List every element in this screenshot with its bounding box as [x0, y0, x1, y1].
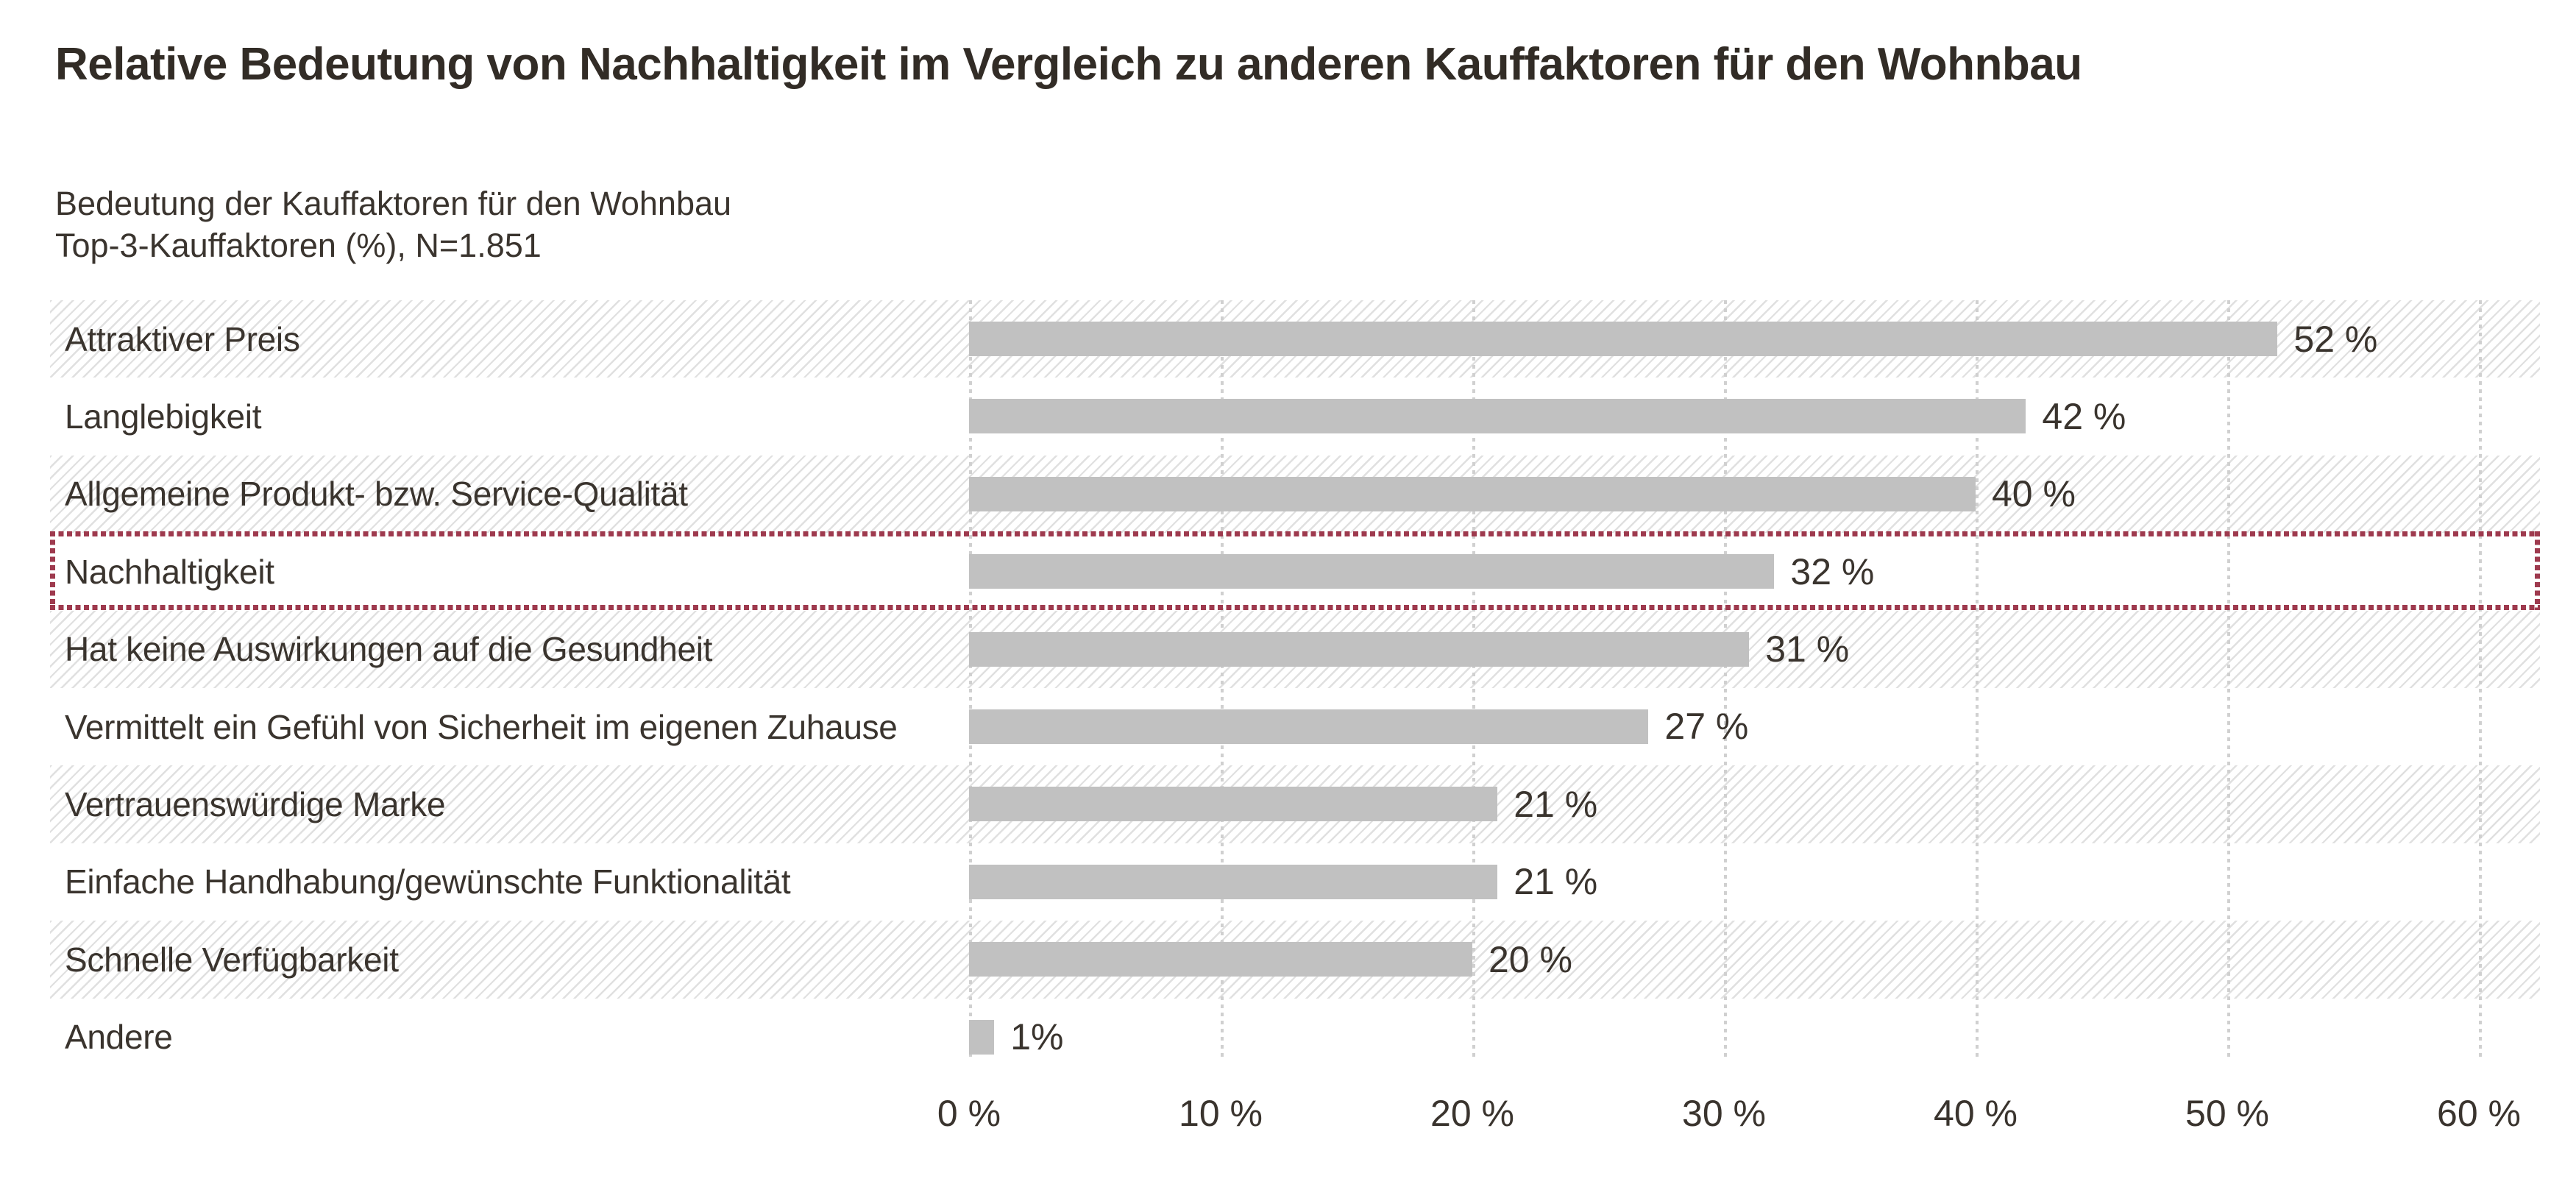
category-label: Andere: [65, 1018, 173, 1057]
value-label: 40 %: [1992, 473, 2076, 515]
table-row: Allgemeine Produkt- bzw. Service-Qualitä…: [50, 455, 2540, 534]
bar-keine-auswirkungen-gesundheit: [969, 631, 1750, 667]
bar-track: 40 %: [969, 473, 2076, 514]
table-row: Andere 1%: [50, 999, 2540, 1076]
table-row: Attraktiver Preis 52 %: [50, 300, 2540, 378]
subtitle-line-2: Top-3-Kauffaktoren (%), N=1.851: [55, 227, 542, 264]
category-label: Einfache Handhabung/gewünschte Funktiona…: [65, 862, 791, 901]
subtitle-line-1: Bedeutung der Kauffaktoren für den Wohnb…: [55, 185, 732, 222]
bar-track: 42 %: [969, 396, 2126, 437]
bar-andere: [969, 1019, 995, 1055]
x-tick-label: 50 %: [2185, 1093, 2269, 1134]
bar-einfache-handhabung: [969, 864, 1498, 899]
category-label: Hat keine Auswirkungen auf die Gesundhei…: [65, 630, 713, 669]
value-label: 42 %: [2042, 395, 2126, 437]
chart-subtitle: Bedeutung der Kauffaktoren für den Wohnb…: [55, 183, 731, 266]
bar-chart: Attraktiver Preis 52 % Langlebigkeit 42 …: [50, 300, 2540, 1134]
value-label: 21 %: [1514, 861, 1598, 903]
bar-track: 27 %: [969, 706, 1748, 747]
category-label: Nachhaltigkeit: [65, 552, 274, 591]
bar-nachhaltigkeit: [969, 554, 1775, 589]
bar-schnelle-verfuegbarkeit: [969, 942, 1472, 977]
bar-attraktiver-preis: [969, 322, 2278, 356]
bar-gefuehl-von-sicherheit: [969, 709, 1649, 744]
x-tick-label: 10 %: [1179, 1093, 1263, 1134]
category-label: Attraktiver Preis: [65, 319, 300, 358]
table-row: Einfache Handhabung/gewünschte Funktiona…: [50, 843, 2540, 921]
bar-produkt-service-qualitaet: [969, 476, 1976, 511]
table-row: Vertrauenswürdige Marke 21 %: [50, 765, 2540, 843]
x-tick-label: 0 %: [937, 1093, 1001, 1134]
value-label: 1%: [1010, 1016, 1064, 1058]
category-label: Vermittelt ein Gefühl von Sicherheit im …: [65, 707, 898, 746]
x-tick-label: 40 %: [1934, 1093, 2018, 1134]
bar-track: 31 %: [969, 628, 1849, 670]
bar-track: 52 %: [969, 319, 2377, 360]
bar-track: 21 %: [969, 861, 1597, 902]
table-row: Vermittelt ein Gefühl von Sicherheit im …: [50, 688, 2540, 765]
value-label: 32 %: [1790, 550, 1875, 592]
value-label: 27 %: [1664, 706, 1749, 748]
table-row: Hat keine Auswirkungen auf die Gesundhei…: [50, 610, 2540, 688]
value-label: 31 %: [1765, 628, 1850, 670]
value-label: 21 %: [1514, 783, 1598, 825]
x-axis: 0 % 10 % 20 % 30 % 40 % 50 % 60 %: [50, 1092, 2540, 1144]
bar-track: 21 %: [969, 784, 1597, 825]
value-label: 52 %: [2293, 318, 2378, 360]
table-row: Schnelle Verfügbarkeit 20 %: [50, 921, 2540, 999]
bar-langlebigkeit: [969, 399, 2026, 434]
page-title: Relative Bedeutung von Nachhaltigkeit im…: [55, 39, 2082, 90]
bar-track: 20 %: [969, 939, 1572, 980]
bar-track: 1%: [969, 1016, 1063, 1057]
bar-vertrauenswuerdige-marke: [969, 787, 1498, 822]
table-row: Langlebigkeit 42 %: [50, 378, 2540, 455]
x-tick-label: 20 %: [1430, 1093, 1514, 1134]
category-label: Langlebigkeit: [65, 397, 262, 436]
category-label: Vertrauenswürdige Marke: [65, 785, 446, 824]
x-tick-label: 60 %: [2437, 1093, 2521, 1134]
value-label: 20 %: [1489, 938, 1572, 980]
x-tick-label: 30 %: [1682, 1093, 1766, 1134]
category-label: Allgemeine Produkt- bzw. Service-Qualitä…: [65, 475, 688, 514]
bar-track: 32 %: [969, 551, 1874, 592]
table-row-highlighted: Nachhaltigkeit 32 %: [50, 533, 2540, 610]
category-label: Schnelle Verfügbarkeit: [65, 940, 399, 979]
